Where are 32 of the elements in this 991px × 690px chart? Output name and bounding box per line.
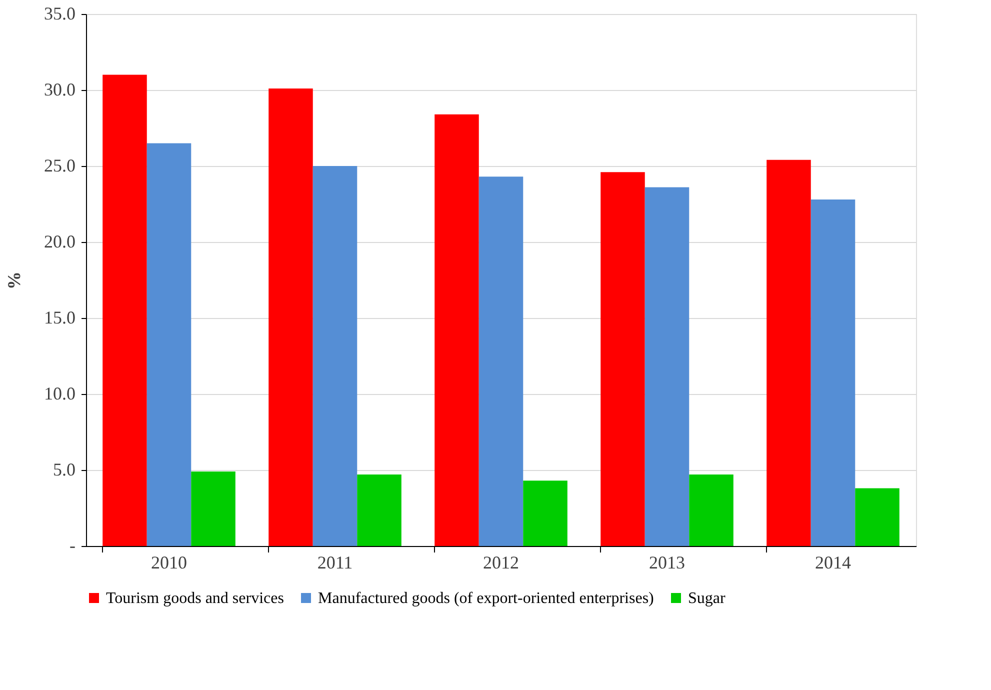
bar — [766, 160, 811, 546]
y-tick-label: 10.0 — [44, 384, 76, 404]
x-tick-label: 2014 — [815, 552, 851, 572]
y-tick-label: 30.0 — [44, 80, 76, 100]
bar — [810, 199, 856, 546]
legend-label: Tourism goods and services — [106, 590, 284, 607]
x-tick-label: 2012 — [483, 552, 519, 572]
y-tick-label: 5.0 — [53, 460, 76, 480]
legend-label: Manufactured goods (of export-oriented enterprises) — [318, 590, 654, 607]
bar — [855, 488, 900, 546]
bar — [689, 474, 734, 546]
bar — [312, 166, 358, 546]
x-tick-label: 2013 — [649, 552, 685, 572]
bar — [357, 474, 402, 546]
bar — [434, 114, 479, 546]
bar — [600, 172, 645, 546]
bar — [268, 88, 313, 546]
x-tick-label: 2011 — [317, 552, 353, 572]
y-tick-label: - — [70, 536, 76, 556]
y-tick-label: 20.0 — [44, 232, 76, 252]
y-axis-title: % — [4, 272, 24, 290]
bar — [478, 176, 524, 546]
legend-label: Sugar — [688, 590, 726, 607]
x-tick-label: 2010 — [151, 552, 187, 572]
bar — [102, 74, 147, 546]
y-tick-label: 15.0 — [44, 308, 76, 328]
bar — [523, 480, 568, 546]
y-tick-label: 25.0 — [44, 156, 76, 176]
y-tick-label: 35.0 — [44, 4, 76, 24]
bar — [191, 472, 236, 546]
bar — [146, 143, 192, 546]
bar — [644, 187, 690, 546]
